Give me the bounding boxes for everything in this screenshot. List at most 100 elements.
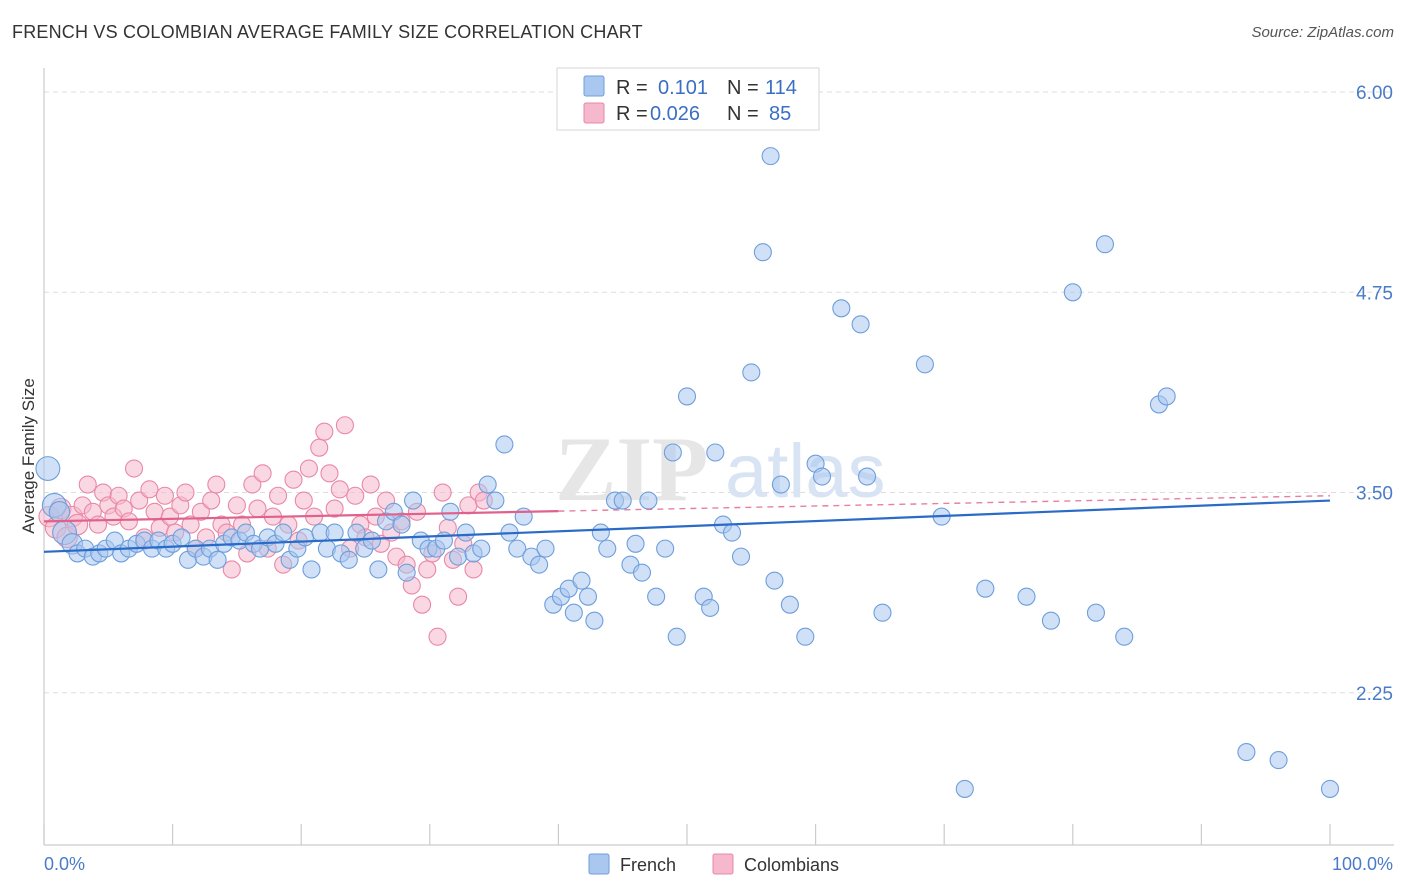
french-point xyxy=(832,299,851,318)
french-point xyxy=(478,475,497,494)
french-series-swatch xyxy=(588,853,610,875)
french-point xyxy=(613,491,632,510)
colombians-point xyxy=(243,475,262,494)
french-point xyxy=(339,550,358,569)
colombians-point xyxy=(248,499,267,518)
colombians-point xyxy=(145,502,164,521)
colombians-point xyxy=(191,502,210,521)
colombians-point xyxy=(130,491,149,510)
colombians-point xyxy=(284,470,303,489)
french-point xyxy=(1041,611,1060,630)
french-point xyxy=(626,534,645,553)
x-tick-label-max: 100.0% xyxy=(1332,854,1393,874)
colombians-series-swatch xyxy=(712,853,734,875)
french-point xyxy=(274,523,293,542)
french-point xyxy=(572,571,591,590)
french-point xyxy=(486,491,505,510)
colombians-point xyxy=(269,486,288,505)
french-point xyxy=(731,547,751,566)
french-point xyxy=(369,560,388,579)
colombians-point xyxy=(78,475,97,494)
colombians-r-value: 0.026 xyxy=(650,103,700,125)
french-point xyxy=(1063,283,1082,302)
french-point xyxy=(1320,779,1340,798)
french-series-label: French xyxy=(620,855,676,875)
colombians-point xyxy=(310,438,329,457)
colombians-point xyxy=(464,560,483,579)
french-point xyxy=(647,587,666,606)
watermark: ZIP atlas xyxy=(555,418,886,520)
french-point xyxy=(915,355,934,374)
colombians-trend-line xyxy=(43,510,559,523)
colombians-r-label: R = xyxy=(616,103,648,125)
french-point xyxy=(441,502,460,521)
colombians-trend-line-extrapolated xyxy=(558,495,1331,512)
french-point xyxy=(639,491,658,510)
colombians-point xyxy=(361,475,380,494)
french-point xyxy=(302,560,321,579)
french-point xyxy=(1086,603,1105,622)
y-axis-label: Average Family Size xyxy=(19,378,38,534)
french-point xyxy=(765,571,784,590)
french-point xyxy=(585,611,604,630)
chart-source: Source: ZipAtlas.com xyxy=(1251,24,1394,41)
french-point xyxy=(955,779,974,798)
colombians-point xyxy=(155,486,174,505)
french-point xyxy=(857,467,877,486)
french-trend-line xyxy=(43,499,1331,553)
french-point xyxy=(656,539,675,558)
colombians-point xyxy=(253,464,272,483)
french-point xyxy=(753,243,772,262)
french-point xyxy=(771,475,790,494)
x-axis-ticks xyxy=(43,824,1331,845)
colombians-point xyxy=(346,486,365,505)
french-point xyxy=(677,387,697,406)
french-point xyxy=(812,467,832,486)
y-tick-label: 3.50 xyxy=(1356,484,1393,505)
french-point xyxy=(722,523,742,542)
colombians-point xyxy=(124,459,144,478)
french-point xyxy=(851,315,870,334)
french-point xyxy=(296,528,315,547)
french-point xyxy=(449,547,468,566)
french-point xyxy=(325,523,344,542)
french-point xyxy=(472,539,491,558)
french-point xyxy=(495,435,514,454)
french-point xyxy=(780,595,799,614)
colombians-n-value: 85 xyxy=(769,103,791,125)
french-n-value: 114 xyxy=(765,77,797,99)
colombians-point xyxy=(325,499,344,518)
colombians-point xyxy=(222,560,241,579)
french-point xyxy=(35,456,61,481)
colombians-series-label: Colombians xyxy=(744,855,839,875)
colombians-point xyxy=(449,587,468,606)
french-point xyxy=(598,539,617,558)
french-point xyxy=(578,587,598,606)
colombians-point xyxy=(335,416,354,435)
trend-lines xyxy=(43,495,1331,553)
colombians-points xyxy=(38,416,493,646)
french-point xyxy=(873,603,892,622)
french-point xyxy=(706,443,725,462)
french-point xyxy=(742,363,761,382)
y-tick-label: 2.25 xyxy=(1356,684,1393,705)
french-point xyxy=(456,523,475,542)
colombians-point xyxy=(227,496,246,515)
series-legend: French Colombians xyxy=(588,853,839,875)
colombians-n-label: N = xyxy=(727,103,759,125)
french-point xyxy=(530,555,549,574)
french-point xyxy=(663,443,682,462)
french-point xyxy=(1115,627,1134,646)
colombians-point xyxy=(202,491,221,510)
y-tick-label: 6.00 xyxy=(1356,83,1393,104)
colombians-point xyxy=(330,480,349,499)
colombians-point xyxy=(140,480,159,499)
colombians-point xyxy=(428,627,447,646)
french-point xyxy=(347,523,366,542)
french-point xyxy=(404,491,423,510)
french-point xyxy=(1017,587,1036,606)
french-point xyxy=(362,531,381,550)
gridlines xyxy=(44,91,1394,694)
french-point xyxy=(172,528,191,547)
